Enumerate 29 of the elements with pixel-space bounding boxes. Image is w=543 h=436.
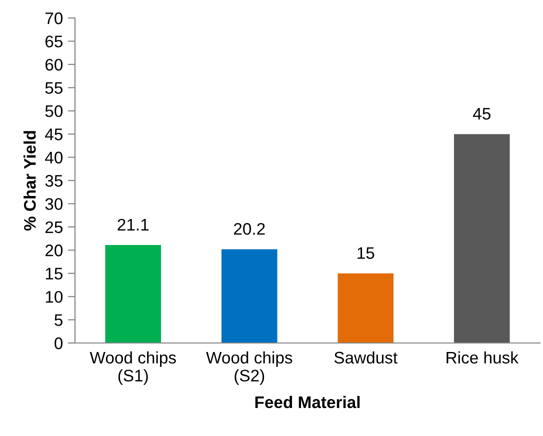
bar <box>454 134 510 343</box>
x-tick-label: Wood chips (S2) <box>206 351 292 385</box>
y-tick-label: 45 <box>45 128 62 140</box>
y-tick-label: 0 <box>54 337 63 350</box>
y-tick-label: 60 <box>46 58 63 71</box>
y-tick-label: 55 <box>45 82 62 94</box>
y-tick-label: 15 <box>46 268 62 280</box>
y-tick-label: 20 <box>45 244 63 256</box>
bar <box>105 245 162 343</box>
y-tick-label: 65 <box>46 36 62 48</box>
data-label: 15 <box>358 247 374 259</box>
x-tick-label: Sawdust <box>334 351 398 364</box>
data-label: 20.2 <box>234 223 265 235</box>
y-tick-label: 50 <box>45 105 63 118</box>
bar <box>338 273 394 343</box>
x-axis-title: Feed Material <box>255 396 360 408</box>
y-axis-title: % Char Yield <box>24 131 36 231</box>
y-tick-label: 10 <box>46 290 63 303</box>
y-tick-label: 25 <box>45 221 62 234</box>
data-label: 45 <box>472 108 490 120</box>
y-tick-label: 30 <box>45 198 63 210</box>
bar <box>221 249 278 343</box>
data-label: 21.1 <box>118 218 149 230</box>
y-tick-label: 40 <box>45 152 63 164</box>
x-tick-label: Wood chips (S1) <box>90 351 176 385</box>
y-tick-label: 70 <box>46 12 63 24</box>
y-tick-label: 35 <box>45 174 62 187</box>
x-tick-label: Rice husk <box>446 351 518 364</box>
y-tick-label: 5 <box>54 314 62 326</box>
